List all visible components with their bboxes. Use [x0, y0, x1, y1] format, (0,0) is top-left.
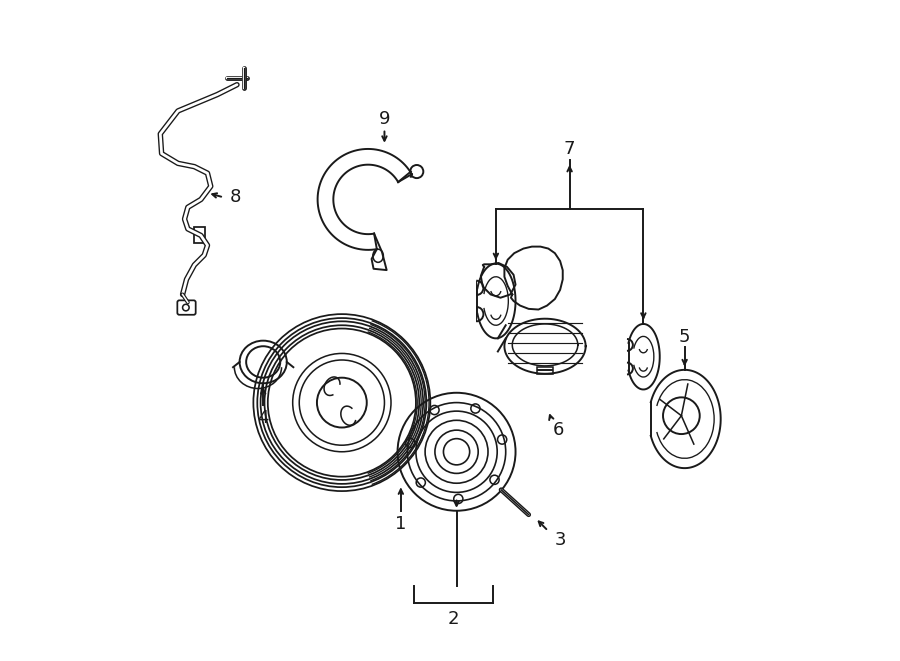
Text: 9: 9 [379, 110, 391, 128]
Text: 8: 8 [230, 188, 240, 206]
Text: 2: 2 [447, 610, 459, 628]
Bar [194, 227, 205, 243]
Text: 4: 4 [257, 408, 269, 426]
Text: 7: 7 [564, 140, 575, 158]
Text: 1: 1 [395, 515, 407, 533]
FancyBboxPatch shape [177, 300, 195, 315]
Text: 5: 5 [679, 328, 690, 346]
Text: 3: 3 [554, 531, 566, 549]
Bar [537, 367, 553, 374]
Text: 6: 6 [553, 421, 563, 439]
